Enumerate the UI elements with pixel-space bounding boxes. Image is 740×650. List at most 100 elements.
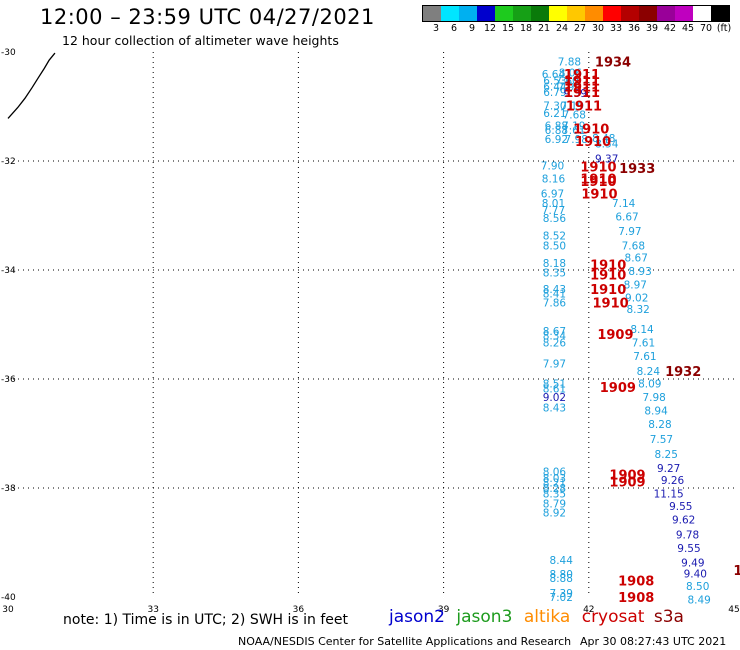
satellite-jason2-label: jason2 — [389, 607, 445, 627]
wave-height-label: 6.21 — [543, 108, 566, 120]
wave-height-label: 9.62 — [672, 515, 695, 527]
wave-height-label: 8.97 — [624, 280, 647, 292]
wave-height-label: 9.39 — [564, 88, 587, 100]
pass-time-label: 1933 — [619, 162, 655, 177]
wave-height-label: 7.88 — [558, 56, 581, 68]
legend-label: 39 — [645, 23, 659, 34]
wave-height-label: 8.50 — [686, 581, 709, 593]
y-tick-label: -30 — [1, 48, 16, 58]
legend-swatch — [441, 6, 459, 21]
legend-swatch — [423, 6, 441, 21]
wave-height-label: 6.88 — [545, 125, 568, 137]
wave-height-label: 8.35 — [543, 488, 566, 500]
wave-height-label: 7.98 — [642, 392, 665, 404]
wave-height-label: 7.68 — [622, 240, 645, 252]
pass-time-label: 1908 — [618, 575, 654, 590]
pass-time-label: 1911 — [564, 86, 600, 101]
pass-time-label: 1 — [733, 564, 740, 579]
pass-time-label: 1910 — [590, 268, 626, 283]
y-tick-label: -34 — [1, 266, 16, 276]
pass-time-label: 1910 — [580, 160, 616, 175]
wave-height-label: 6.79 — [543, 87, 566, 99]
wave-height-label: 7.39 — [550, 588, 573, 600]
wave-height-label: 8.32 — [626, 304, 649, 316]
satellite-legend: jason2 jason3 altika cryosat s3a — [389, 607, 684, 627]
pass-time-label: 1910 — [573, 122, 609, 137]
wave-height-label: 8.50 — [543, 240, 566, 252]
wave-height-label: 7.94 — [558, 81, 582, 93]
wave-height-label: 8.01 — [542, 198, 565, 210]
pass-time-label: 1910 — [581, 188, 617, 203]
wave-height-label: 9.55 — [677, 543, 700, 555]
wave-height-label: 7.68 — [563, 110, 586, 122]
wave-height-label: 9.37 — [595, 153, 618, 165]
satellite-s3a-label: s3a — [653, 607, 684, 627]
wave-height-label: 9.26 — [661, 475, 685, 487]
pass-time-label: 1909 — [609, 468, 645, 483]
x-tick-label: 39 — [438, 605, 450, 615]
pass-time-label: 1909 — [609, 475, 645, 490]
wave-height-label: 6.97 — [541, 189, 564, 201]
legend-swatch — [495, 6, 513, 21]
page-subtitle: 12 hour collection of altimeter wave hei… — [62, 33, 339, 48]
pass-time-label: 1932 — [665, 365, 701, 380]
legend-swatch — [531, 6, 549, 21]
coastline — [7, 52, 56, 119]
legend-label: (ft) — [716, 23, 732, 34]
wave-height-label: 8.09 — [638, 378, 661, 390]
legend-label: 45 — [681, 23, 695, 34]
legend-swatch — [675, 6, 693, 21]
legend-label: 18 — [519, 23, 533, 34]
x-tick-label: 36 — [293, 605, 305, 615]
page-title: 12:00 – 23:59 UTC 04/27/2021 — [40, 5, 375, 29]
legend-swatch — [459, 6, 477, 21]
wave-height-label: 8.54 — [595, 139, 619, 151]
pass-time-label: 1910 — [592, 297, 628, 312]
pass-time-label: 1908 — [618, 591, 654, 606]
wave-height-label: 7.90 — [541, 160, 564, 172]
wave-height-label: 8.06 — [543, 467, 567, 479]
wave-height-label: 9.78 — [676, 529, 699, 541]
wave-height-label: 8.26 — [543, 337, 567, 349]
wave-height-label: 7.30 — [543, 100, 566, 112]
pass-time-label: 1911 — [564, 80, 600, 95]
wave-height-label: 7.57 — [650, 434, 673, 446]
wave-height-label: 6.88 — [545, 121, 568, 133]
pass-time-label: 1911 — [564, 68, 600, 83]
wave-height-label: 6.64 — [542, 69, 566, 81]
wave-height-label: 8.44 — [550, 555, 574, 567]
wave-height-label: 8.03 — [543, 473, 566, 485]
wave-height-label: 7.86 — [543, 298, 567, 310]
satellite-cryosat-label: cryosat — [581, 607, 645, 627]
wave-height-label: 7.77 — [542, 205, 565, 217]
legend-swatch — [711, 6, 729, 21]
wave-height-label: 9.02 — [543, 392, 566, 404]
x-tick-label: 45 — [728, 605, 739, 615]
pass-time-label: 1934 — [595, 55, 631, 70]
y-tick-label: -38 — [1, 484, 16, 494]
wave-height-label: 8.79 — [543, 498, 566, 510]
pass-time-label: 1910 — [580, 175, 616, 190]
wave-height-label: 8.34 — [543, 330, 567, 342]
legend-label: 6 — [450, 23, 458, 34]
wave-height-label: 7.14 — [612, 198, 636, 210]
legend-label: 30 — [591, 23, 605, 34]
wave-height-label: 8.67 — [543, 326, 566, 338]
legend-label: 27 — [573, 23, 587, 34]
wave-height-label: 9.02 — [625, 292, 648, 304]
wave-height-label: 7.61 — [632, 337, 655, 349]
footer-credit: NOAA/NESDIS Center for Satellite Applica… — [238, 635, 572, 648]
wave-height-label: 9.55 — [669, 501, 692, 513]
wave-height-label: 8.61 — [543, 383, 566, 395]
wave-height-label: 8.51 — [543, 378, 566, 390]
legend-label: 15 — [501, 23, 515, 34]
wave-height-label: 8.43 — [543, 402, 566, 414]
wave-height-label: 8.41 — [543, 288, 566, 300]
y-tick-label: -40 — [1, 593, 16, 603]
wave-height-label: 8.14 — [630, 324, 654, 336]
wave-height-label: 8.06 — [559, 68, 583, 80]
legend-swatch — [657, 6, 675, 21]
wave-height-label: 8.21 — [543, 478, 566, 490]
legend-swatch — [621, 6, 639, 21]
legend-swatch — [477, 6, 495, 21]
